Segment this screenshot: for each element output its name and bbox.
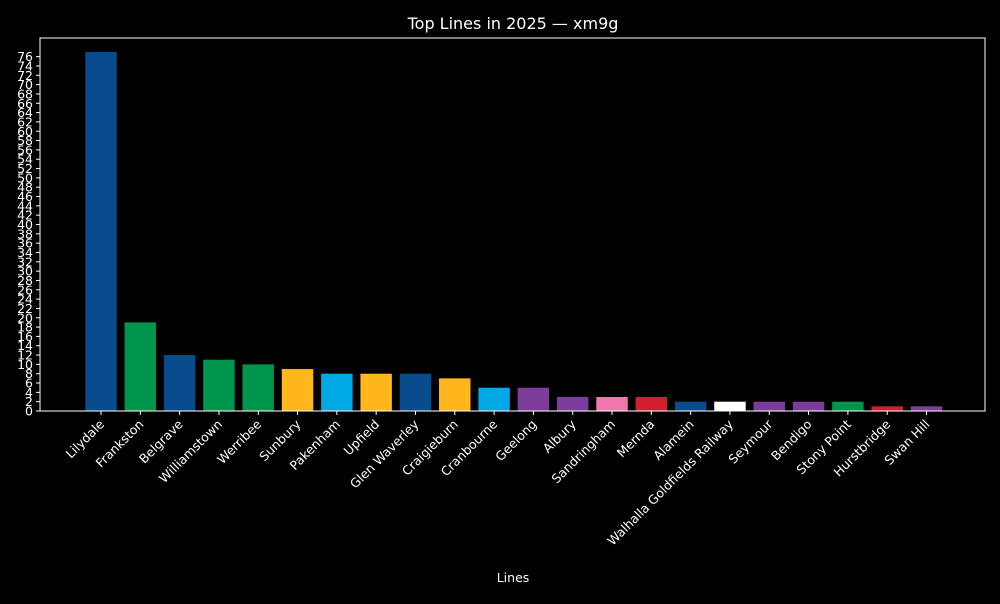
axes-frame: [39, 37, 986, 412]
bar-glen-waverley: [399, 373, 432, 411]
y-tick-label: 38: [17, 226, 33, 241]
y-tick-label: 20: [17, 310, 33, 325]
y-tick-label: 42: [17, 208, 33, 223]
bars-group: [85, 51, 943, 412]
y-tick-label: 28: [17, 273, 33, 288]
y-tick-label: 8: [25, 366, 33, 381]
y-tick-label: 34: [17, 245, 33, 260]
y-tick-label: 48: [17, 180, 33, 195]
y-tick-label: 44: [17, 198, 33, 213]
chart-title: Top Lines in 2025 — xm9g: [407, 14, 619, 33]
x-axis-label: Lines: [497, 570, 530, 585]
bar-werribee: [242, 364, 274, 412]
y-tick-label: 56: [17, 142, 33, 157]
y-tick-label: 64: [17, 105, 33, 120]
y-tick-label: 58: [17, 133, 33, 148]
bar-lilydale: [85, 51, 117, 412]
bar-craigieburn: [439, 378, 471, 411]
bar-pakenham: [321, 373, 353, 411]
bar-williamstown: [203, 359, 235, 411]
y-tick-label: 54: [17, 152, 33, 167]
y-tick-label: 66: [17, 96, 33, 111]
bar-seymour: [753, 401, 785, 411]
bar-walhalla-goldfields-railway: [714, 401, 746, 411]
y-tick-label: 4: [25, 385, 33, 400]
y-tick-label: 62: [17, 114, 33, 129]
y-tick-label: 52: [17, 161, 33, 176]
y-tick-label: 74: [17, 58, 33, 73]
bar-hurstbridge: [871, 406, 903, 411]
y-axis-ticks: 0246810121416182022242628303234363840424…: [17, 49, 40, 419]
bar-bendigo: [792, 401, 825, 411]
y-tick-label: 14: [17, 338, 33, 353]
y-tick-label: 76: [17, 49, 33, 64]
y-tick-label: 2: [25, 394, 33, 409]
bar-sunbury: [281, 369, 314, 411]
y-tick-label: 36: [17, 236, 33, 251]
bar-albury: [556, 397, 589, 411]
bar-stony-point: [832, 401, 864, 411]
y-tick-label: 40: [17, 217, 33, 232]
y-tick-label: 46: [17, 189, 33, 204]
y-tick-label: 12: [17, 348, 33, 363]
bar-cranbourne: [478, 387, 510, 411]
y-tick-label: 30: [17, 264, 33, 279]
y-tick-label: 26: [17, 282, 33, 297]
y-tick-label: 6: [25, 376, 33, 391]
y-tick-label: 50: [17, 170, 33, 185]
bar-sandringham: [596, 397, 628, 411]
bar-swan-hill: [910, 406, 943, 411]
y-tick-label: 68: [17, 86, 33, 101]
y-tick-label: 72: [17, 68, 33, 83]
y-tick-label: 70: [17, 77, 33, 92]
y-tick-label: 22: [17, 301, 33, 316]
bar-alamein: [674, 401, 707, 411]
y-tick-label: 16: [17, 329, 33, 344]
y-tick-label: 18: [17, 320, 33, 335]
bar-frankston: [124, 322, 157, 411]
y-tick-label: 32: [17, 254, 33, 269]
y-tick-label: 60: [17, 124, 33, 139]
bar-mernda: [635, 397, 668, 411]
y-tick-label: 24: [17, 292, 33, 307]
y-tick-label: 0: [25, 404, 33, 419]
y-tick-label: 10: [17, 357, 33, 372]
bar-belgrave: [163, 355, 196, 411]
bar-geelong: [517, 387, 550, 411]
bar-upfield: [360, 373, 392, 411]
